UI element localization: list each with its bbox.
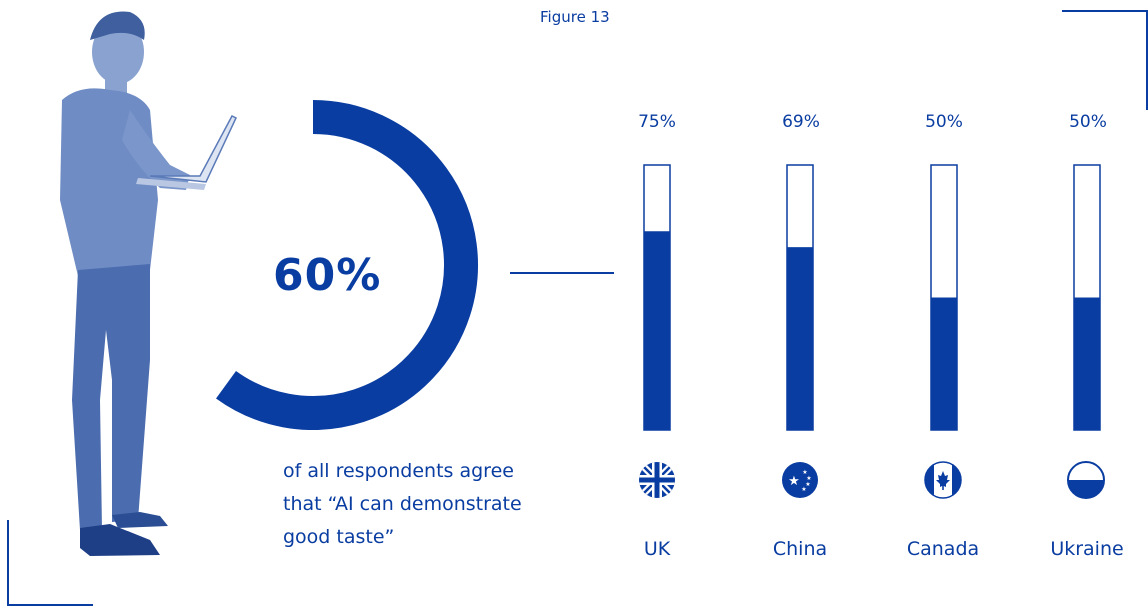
- corner-bracket-bottom-left-vertical: [7, 520, 9, 606]
- uk-flag-icon: [639, 462, 675, 498]
- bar-canada: [931, 297, 957, 430]
- headline-ring: [216, 100, 478, 430]
- category-label-canada: Canada: [906, 538, 980, 560]
- svg-text:★: ★: [806, 475, 811, 482]
- headline-caption: of all respondents agree that “AI can de…: [283, 455, 593, 554]
- canada-flag-icon: [924, 461, 962, 499]
- corner-bracket-top-right-horizontal: [1062, 10, 1148, 12]
- svg-text:★: ★: [801, 486, 806, 493]
- category-label-china: China: [772, 538, 828, 560]
- headline-caption-line-3: good taste”: [283, 526, 395, 548]
- headline-caption-line-2: that “AI can demonstrate: [283, 493, 522, 515]
- headline-ring-arc: [216, 100, 478, 430]
- category-label-ukraine: Ukraine: [1050, 538, 1124, 560]
- corner-bracket-top-right-vertical: [1146, 10, 1148, 110]
- svg-text:★: ★: [788, 474, 800, 489]
- value-label-china: 69%: [782, 112, 820, 132]
- value-label-uk: 75%: [638, 112, 676, 132]
- value-label-ukraine: 50%: [1069, 112, 1107, 132]
- headline-caption-line-1: of all respondents agree: [283, 460, 514, 482]
- bar-uk: [644, 231, 670, 430]
- figure-label: Figure 13: [540, 8, 610, 26]
- svg-text:★: ★: [802, 469, 807, 476]
- value-label-canada: 50%: [925, 112, 963, 132]
- corner-bracket-bottom-left-horizontal: [7, 604, 93, 606]
- ukraine-flag-icon: [1067, 461, 1105, 499]
- headline-value: 60%: [273, 250, 382, 301]
- country-bar-chart: [643, 164, 1101, 431]
- category-label-uk: UK: [643, 538, 671, 560]
- bar-china: [787, 247, 813, 430]
- china-flag-icon: ★ ★ ★ ★ ★: [782, 462, 818, 498]
- connector-line: [510, 272, 614, 274]
- man-with-laptop-photo: [60, 11, 237, 556]
- bar-ukraine: [1074, 297, 1100, 430]
- svg-text:★: ★: [805, 481, 810, 488]
